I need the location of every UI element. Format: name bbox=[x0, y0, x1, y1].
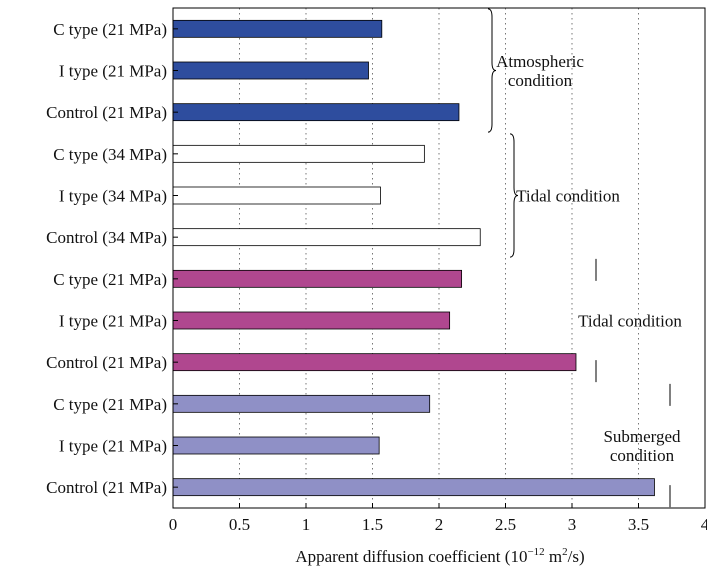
y-tick-label: I type (21 MPa) bbox=[59, 437, 167, 456]
y-tick-label: C type (34 MPa) bbox=[53, 145, 167, 164]
y-tick-label: Control (21 MPa) bbox=[46, 478, 167, 497]
y-tick-label: I type (34 MPa) bbox=[59, 187, 167, 206]
y-tick-label: I type (21 MPa) bbox=[59, 62, 167, 81]
bar bbox=[172, 269, 463, 288]
y-tick-label: C type (21 MPa) bbox=[53, 20, 167, 39]
group-label: Tidal condition bbox=[516, 187, 620, 206]
x-tick-label: 0 bbox=[169, 515, 178, 534]
bar bbox=[172, 19, 383, 38]
bar bbox=[172, 394, 431, 413]
bar bbox=[172, 103, 460, 122]
bars bbox=[172, 19, 655, 497]
x-tick-label: 1.5 bbox=[362, 515, 383, 534]
group-label: Tidal condition bbox=[578, 312, 682, 331]
y-axis-labels: C type (21 MPa) I type (21 MPa) Control (2… bbox=[46, 20, 178, 497]
group-label: condition bbox=[610, 446, 675, 465]
group-brace bbox=[487, 8, 497, 133]
x-tick-label: 1 bbox=[302, 515, 311, 534]
x-axis-label: Apparent diffusion coefficient (10−12 m2… bbox=[295, 546, 584, 566]
bar bbox=[172, 61, 369, 80]
bar bbox=[172, 436, 380, 455]
x-tick-label: 4 bbox=[701, 515, 707, 534]
bar bbox=[172, 228, 481, 247]
x-tick-label: 2 bbox=[435, 515, 444, 534]
bar bbox=[172, 311, 451, 330]
group-label: condition bbox=[508, 71, 573, 90]
y-tick-label: Control (21 MPa) bbox=[46, 353, 167, 372]
x-tick-label: 3 bbox=[568, 515, 577, 534]
group-label: Atmospheric bbox=[496, 52, 584, 71]
x-tick-label: 3.5 bbox=[628, 515, 649, 534]
grid-lines bbox=[239, 8, 639, 508]
group-brace bbox=[509, 133, 519, 258]
bar bbox=[172, 144, 425, 163]
x-axis-ticks: 0 0.5 1 1.5 2 2.5 3 3.5 4 bbox=[169, 503, 707, 534]
y-tick-label: C type (21 MPa) bbox=[53, 270, 167, 289]
y-tick-label: C type (21 MPa) bbox=[53, 395, 167, 414]
group-label: Submerged bbox=[603, 427, 681, 446]
bar bbox=[172, 478, 655, 497]
y-tick-label: Control (34 MPa) bbox=[46, 228, 167, 247]
x-tick-label: 0.5 bbox=[229, 515, 250, 534]
bar bbox=[172, 186, 381, 205]
y-tick-label: I type (21 MPa) bbox=[59, 312, 167, 331]
y-tick-label: Control (21 MPa) bbox=[46, 103, 167, 122]
x-tick-label: 2.5 bbox=[495, 515, 516, 534]
bar bbox=[172, 353, 577, 372]
